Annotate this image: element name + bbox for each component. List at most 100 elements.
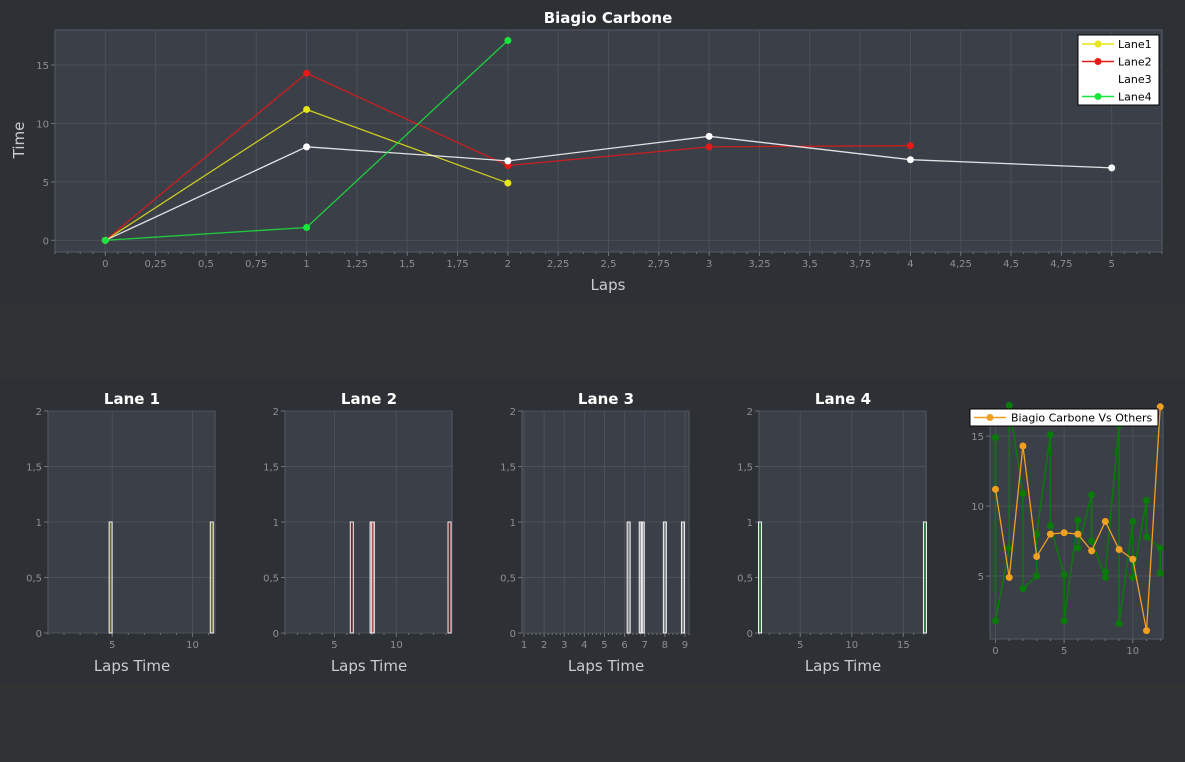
histogram-bar-lane-2 xyxy=(349,521,354,634)
histogram-lane-2-y-tick-label: 1 xyxy=(273,518,279,529)
histogram-lane-4-y-tick-label: 1,5 xyxy=(737,463,753,474)
main-chart-x-tick-label: 2 xyxy=(505,259,511,270)
comparison-others-point xyxy=(1129,518,1137,526)
main-chart-x-tick-label: 3,5 xyxy=(802,259,818,270)
data-point-lane3 xyxy=(705,132,713,140)
histogram-lane-3-y-tick-label: 0 xyxy=(510,629,516,640)
histogram-lane-1-y-tick-label: 2 xyxy=(36,407,42,418)
histogram-lane-4-x-tick-label: 15 xyxy=(897,640,910,651)
main-chart-x-tick-label: 4,25 xyxy=(950,259,972,270)
main-legend-box xyxy=(1077,34,1160,106)
main-chart-x-tick-label: 4,5 xyxy=(1003,259,1019,270)
main-chart-title: Biagio Carbone xyxy=(544,9,673,27)
histogram-bar-lane-2 xyxy=(370,521,375,634)
histogram-lane-3-x-tick-label: 9 xyxy=(682,640,688,651)
histogram-lane-1-y-tick-label: 0 xyxy=(36,629,42,640)
main-chart-x-tick-label: 2,5 xyxy=(601,259,617,270)
comparison-main-point xyxy=(1033,552,1041,560)
histogram-bar-lane-4 xyxy=(758,521,763,634)
comparison-chart-x-tick-label: 10 xyxy=(1126,646,1139,657)
histogram-title-lane-1: Lane 1 xyxy=(104,390,160,408)
legend-entry-lane1: Lane1 xyxy=(1118,38,1152,51)
histogram-lane-3-x-tick-label: 2 xyxy=(541,640,547,651)
histogram-lane-1-x-tick-label: 5 xyxy=(109,640,115,651)
comparison-legend-label: Biagio Carbone Vs Others xyxy=(1011,412,1152,425)
main-chart-x-tick-label: 4 xyxy=(907,259,913,270)
histogram-lane-4-y-tick-label: 2 xyxy=(747,407,753,418)
legend-entry-lane4: Lane4 xyxy=(1118,91,1152,104)
comparison-chart-y-tick-label: 10 xyxy=(971,502,984,513)
comparison-main-point xyxy=(1156,403,1164,411)
histogram-lane-2-y-tick-label: 0 xyxy=(273,629,279,640)
comparison-others-point xyxy=(1074,544,1082,552)
histogram-bar-lane-3 xyxy=(662,521,667,634)
main-chart-x-tick-label: 1,25 xyxy=(346,259,368,270)
comparison-others-point xyxy=(1033,572,1041,580)
comparison-others-point xyxy=(1088,491,1096,499)
comparison-chart-x-tick-label: 0 xyxy=(992,646,998,657)
data-point-lane3 xyxy=(906,156,914,164)
histogram-lane-2-y-tick-label: 1,5 xyxy=(263,463,279,474)
main-chart-x-tick-label: 2,25 xyxy=(547,259,569,270)
main-chart-x-tick-label: 5 xyxy=(1108,259,1114,270)
histogram-lane-3-x-tick-label: 5 xyxy=(601,640,607,651)
comparison-others-point xyxy=(1101,573,1109,581)
main-chart-x-tick-label: 3,75 xyxy=(849,259,871,270)
comparison-others-point xyxy=(1019,585,1027,593)
histogram-lane-3-x-tick-label: 8 xyxy=(662,640,668,651)
main-chart-x-tick-label: 4,75 xyxy=(1050,259,1072,270)
histogram-lane-2-y-tick-label: 0,5 xyxy=(263,574,279,585)
histogram-xlabel-lane-4: Laps Time xyxy=(805,657,881,675)
histogram-xlabel-lane-1: Laps Time xyxy=(94,657,170,675)
comparison-others-point xyxy=(1005,401,1013,409)
histogram-lane-3-y-tick-label: 2 xyxy=(510,407,516,418)
comparison-others-point xyxy=(1074,516,1082,524)
comparison-others-point xyxy=(1115,620,1123,628)
comparison-others-point xyxy=(1129,573,1137,581)
main-chart-x-tick-label: 1 xyxy=(303,259,309,270)
data-point-lane1 xyxy=(303,105,311,113)
main-chart-ylabel: Time xyxy=(10,122,28,160)
legend-swatch-marker-lane4 xyxy=(1094,93,1102,100)
legend-swatch-marker-lane2 xyxy=(1094,58,1102,65)
histogram-lane-1-x-tick-label: 10 xyxy=(186,640,199,651)
main-chart-x-tick-label: 0,5 xyxy=(198,259,214,270)
histogram-xlabel-lane-2: Laps Time xyxy=(331,657,407,675)
comparison-legend-swatch-marker xyxy=(986,414,994,421)
comparison-main-point xyxy=(991,485,999,493)
comparison-others-point xyxy=(1143,497,1151,505)
main-chart-y-tick-label: 10 xyxy=(36,119,49,130)
data-point-lane2 xyxy=(303,69,311,77)
histogram-lane-4-x-tick-label: 10 xyxy=(845,640,858,651)
legend-swatch-marker-lane3 xyxy=(1094,75,1102,83)
comparison-others-point xyxy=(1143,533,1151,541)
comparison-main-point xyxy=(1060,529,1068,537)
histogram-bar-lane-3 xyxy=(680,521,685,634)
comparison-others-point xyxy=(1156,569,1164,577)
data-point-lane4 xyxy=(101,236,109,244)
comparison-main-point xyxy=(1046,530,1054,538)
comparison-chart-y-tick-label: 15 xyxy=(971,432,984,443)
comparison-others-point xyxy=(1046,431,1054,439)
histogram-lane-4-y-tick-label: 0,5 xyxy=(737,574,753,585)
comparison-chart-y-tick-label: 5 xyxy=(978,572,984,583)
comparison-others-point xyxy=(1019,490,1027,498)
histogram-lane-3-x-tick-label: 1 xyxy=(521,640,527,651)
comparison-main-point xyxy=(1019,442,1027,450)
comparison-others-point xyxy=(1088,537,1096,545)
histogram-lane-2-y-tick-label: 2 xyxy=(273,407,279,418)
legend-swatch-marker-lane1 xyxy=(1094,40,1102,48)
histogram-lane-3-x-tick-label: 6 xyxy=(621,640,627,651)
main-chart-xlabel: Laps xyxy=(591,276,626,294)
histogram-title-lane-3: Lane 3 xyxy=(578,390,634,408)
main-chart-x-tick-label: 1,5 xyxy=(399,259,415,270)
histogram-bar-lane-3 xyxy=(640,521,645,634)
comparison-main-point xyxy=(1143,627,1151,635)
data-point-lane3 xyxy=(303,143,311,151)
histogram-lane-2-x-tick-label: 10 xyxy=(390,640,403,651)
comparison-others-point xyxy=(1060,617,1068,625)
legend-entry-lane3: Lane3 xyxy=(1118,73,1152,86)
data-point-lane1 xyxy=(504,179,512,187)
main-line-chart: Biagio Carbone Laps Time 0 0,25 0,5 0,75 1 1,… xyxy=(10,9,1163,294)
main-chart-x-tick-label: 0,75 xyxy=(245,259,267,270)
